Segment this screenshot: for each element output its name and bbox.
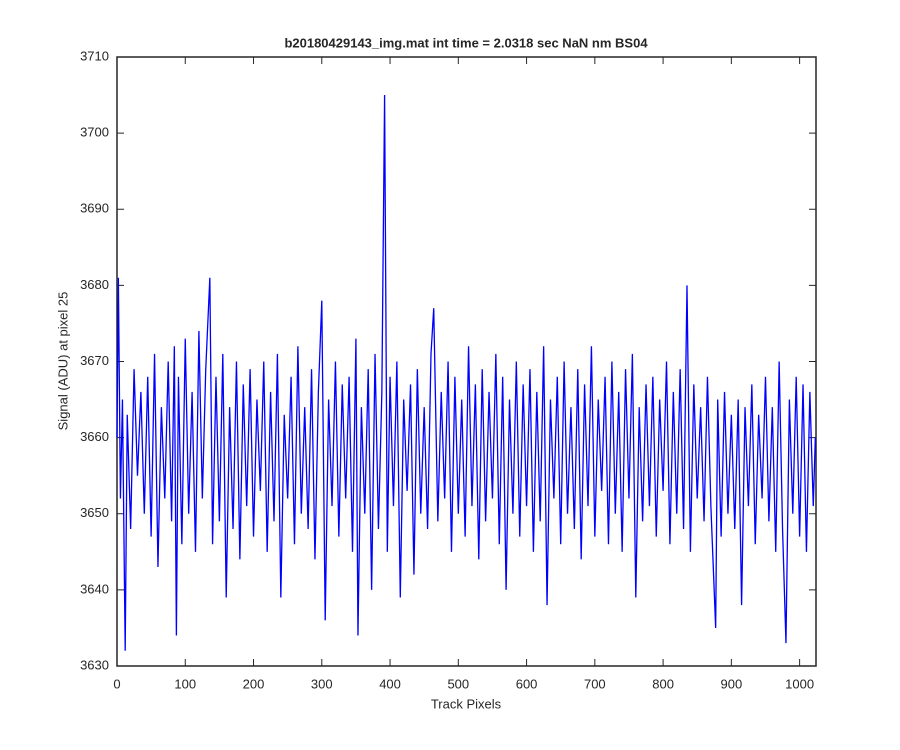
x-tick-label: 1000 — [785, 676, 814, 691]
x-tick-label: 500 — [447, 676, 469, 691]
x-tick-label: 0 — [113, 676, 120, 691]
y-tick-label: 3660 — [80, 429, 109, 444]
x-tick-label: 400 — [379, 676, 401, 691]
chart-title: b20180429143_img.mat int time = 2.0318 s… — [284, 35, 648, 50]
y-tick-label: 3700 — [80, 125, 109, 140]
x-tick-label: 700 — [584, 676, 606, 691]
data-line — [116, 95, 816, 651]
y-tick-label: 3630 — [80, 657, 109, 672]
x-tick-label: 600 — [516, 676, 538, 691]
y-tick-label: 3650 — [80, 505, 109, 520]
axes-box — [116, 56, 817, 667]
y-tick-label: 3710 — [80, 48, 109, 63]
x-axis-label: Track Pixels — [431, 696, 502, 711]
y-tick-label: 3670 — [80, 353, 109, 368]
y-tick-label: 3640 — [80, 581, 109, 596]
y-tick-label: 3690 — [80, 201, 109, 216]
x-tick-label: 800 — [652, 676, 674, 691]
x-tick-label: 300 — [311, 676, 333, 691]
x-tick-label: 100 — [174, 676, 196, 691]
x-tick-label: 200 — [243, 676, 265, 691]
y-axis-label: Signal (ADU) at pixel 25 — [55, 292, 70, 431]
x-tick-label: 900 — [721, 676, 743, 691]
y-tick-label: 3680 — [80, 277, 109, 292]
